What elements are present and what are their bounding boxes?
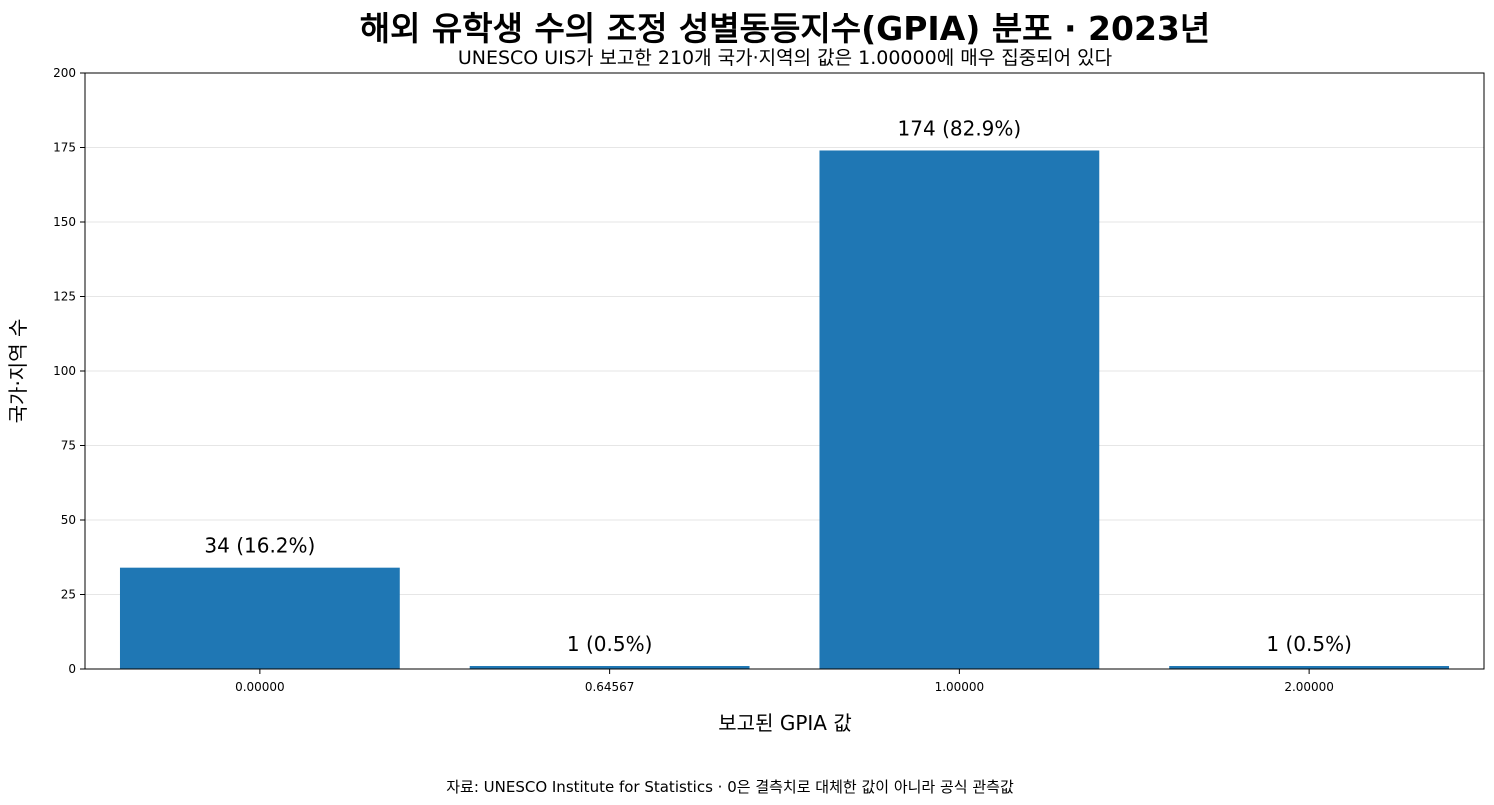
bars <box>119 150 1450 670</box>
x-tick-label: 0.00000 <box>235 680 285 694</box>
y-axis-ticks: 0 25 50 75 100 125 150 175 200 <box>53 66 85 676</box>
x-tick-label: 1.00000 <box>935 680 985 694</box>
bar-value-label: 1 (0.5%) <box>1266 632 1352 656</box>
x-tick-label: 0.64567 <box>585 680 635 694</box>
bar-value-label: 34 (16.2%) <box>204 534 315 558</box>
gridlines <box>85 147 1484 595</box>
source-note: 자료: UNESCO Institute for Statistics · 0은… <box>446 778 1014 796</box>
data-labels: 34 (16.2%) 1 (0.5%) 174 (82.9%) 1 (0.5%) <box>204 116 1351 656</box>
y-tick-label: 200 <box>53 66 76 80</box>
y-tick-label: 50 <box>61 513 76 527</box>
bar <box>1169 666 1450 669</box>
bar-value-label: 1 (0.5%) <box>567 632 653 656</box>
y-tick-label: 150 <box>53 215 76 229</box>
y-tick-label: 0 <box>68 662 76 676</box>
y-axis-label: 국가·지역 수 <box>6 319 30 424</box>
y-tick-label: 100 <box>53 364 76 378</box>
bar <box>819 150 1100 670</box>
bar <box>469 666 750 669</box>
y-tick-label: 25 <box>61 588 76 602</box>
bar-value-label: 174 (82.9%) <box>898 116 1022 140</box>
y-tick-label: 75 <box>61 439 76 453</box>
x-axis-label: 보고된 GPIA 값 <box>718 711 851 735</box>
y-tick-label: 175 <box>53 141 76 155</box>
x-tick-label: 2.00000 <box>1284 680 1334 694</box>
chart-title: 해외 유학생 수의 조정 성별동등지수(GPIA) 분포 · 2023년 <box>360 9 1211 48</box>
plot-frame <box>84 72 1485 670</box>
chart-subtitle: UNESCO UIS가 보고한 210개 국가·지역의 값은 1.00000에 … <box>458 47 1112 69</box>
y-tick-label: 125 <box>53 290 76 304</box>
bar <box>119 567 400 669</box>
x-axis-ticks: 0.00000 0.64567 1.00000 2.00000 <box>235 669 1334 694</box>
